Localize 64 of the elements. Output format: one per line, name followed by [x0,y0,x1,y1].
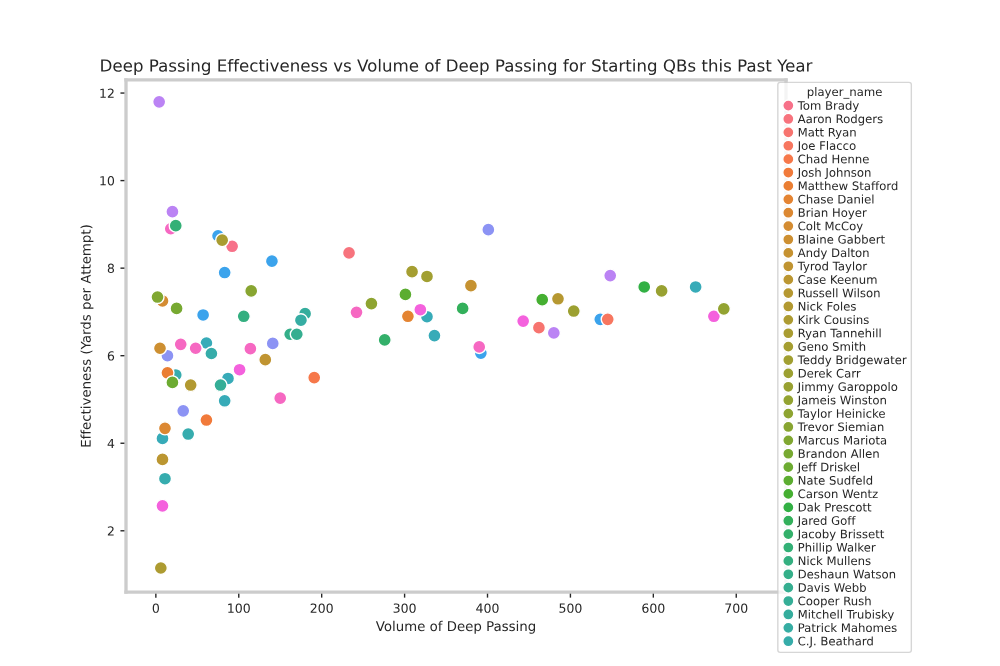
point [165,204,180,219]
point [427,328,442,343]
point [157,421,173,436]
point [232,362,247,377]
point [153,560,169,576]
point [531,320,547,335]
point [155,452,170,467]
point [413,302,428,317]
point [688,279,703,295]
point [217,265,232,280]
point [341,245,357,261]
point [214,232,230,248]
point [404,264,420,279]
chart-title: Deep Passing Effectiveness vs Volume of Deep Passing for Starting QBs this Past Year [101,58,813,76]
point [455,301,470,316]
point [463,278,479,293]
point [188,341,203,356]
point [377,332,392,348]
point [400,309,416,324]
point [535,292,550,307]
point [169,301,184,316]
point [706,309,722,324]
point [217,393,232,408]
point [195,307,211,323]
point [152,341,168,356]
point [419,269,435,284]
point [472,339,487,355]
point [307,370,322,385]
point [515,313,531,329]
point [289,327,305,342]
point [600,312,615,327]
point [273,390,288,406]
point [243,341,258,356]
point [398,287,413,302]
point [293,313,309,328]
point [654,283,669,299]
point [168,218,183,233]
point [176,403,191,419]
point [183,377,198,393]
point [236,309,251,324]
point [173,337,188,352]
point [264,253,280,269]
point [258,352,273,367]
point [546,325,562,341]
point [180,426,196,442]
point [151,94,167,110]
point [204,346,219,361]
point [213,377,228,393]
point [566,303,581,319]
point [224,239,240,254]
point [550,291,566,306]
point [155,498,170,514]
point [364,296,379,311]
point [157,471,173,486]
point [603,268,618,283]
point [349,305,364,320]
point [165,375,180,390]
point [481,222,496,237]
point [716,301,732,317]
point [150,289,165,305]
point [243,283,259,299]
point [637,279,652,295]
point [265,336,280,351]
point [199,412,214,428]
